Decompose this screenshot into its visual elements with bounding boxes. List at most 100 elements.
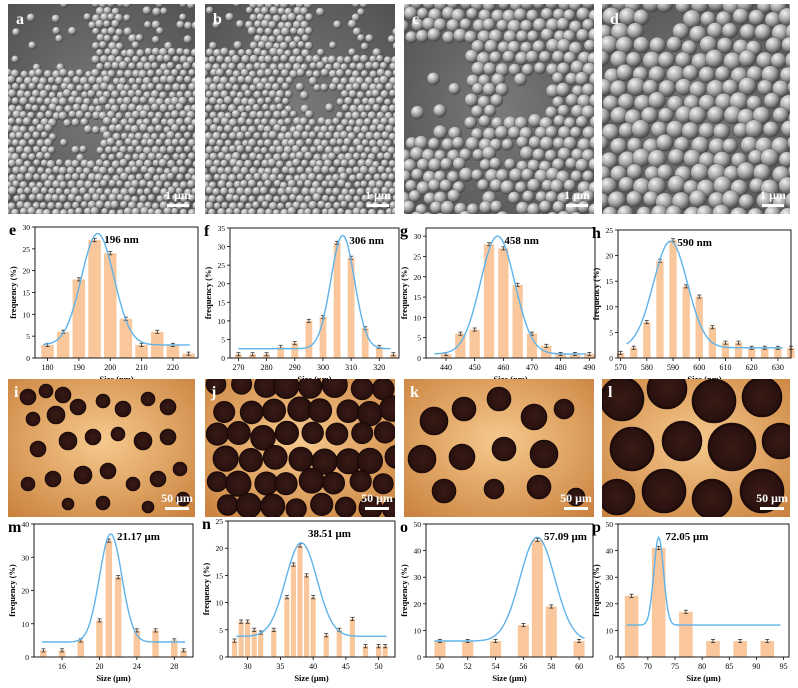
sem-particle xyxy=(205,104,214,113)
x-tick-label: 40 xyxy=(309,662,317,671)
sem-particle xyxy=(99,179,108,188)
histogram-bar xyxy=(349,618,355,657)
sem-particle xyxy=(656,164,674,181)
sem-particle xyxy=(553,114,566,128)
sem-particle xyxy=(139,109,149,119)
sem-particle xyxy=(51,208,61,214)
sem-particle xyxy=(22,116,32,127)
sem-particle xyxy=(55,187,64,196)
x-tick-label: 220 xyxy=(167,363,179,372)
sem-particle xyxy=(280,151,290,162)
x-tick-label: 190 xyxy=(73,363,85,372)
sem-particle xyxy=(404,200,416,214)
sem-particle xyxy=(192,132,195,141)
sem-particle xyxy=(514,181,528,194)
panel-letter: h xyxy=(592,225,601,242)
x-tick-label: 56 xyxy=(519,662,527,671)
sem-particle xyxy=(328,41,337,50)
panel-letter: a xyxy=(16,11,24,28)
sem-particle xyxy=(158,158,168,168)
sem-particle xyxy=(411,211,423,214)
sem-particle xyxy=(280,194,289,204)
optical-particle xyxy=(206,471,228,493)
sem-particle xyxy=(51,193,60,203)
sem-particle xyxy=(788,4,790,11)
sem-particle xyxy=(138,179,148,188)
sem-particle xyxy=(159,7,168,16)
sem-particles xyxy=(8,4,195,214)
histogram-m: 16 20 24 28 0 10 20 30 40 Size (μm) frequency (%) m… xyxy=(7,519,194,683)
sem-particle xyxy=(296,179,305,188)
x-tick-label: 200 xyxy=(104,363,116,372)
sem-particle xyxy=(71,145,80,155)
sem-particle xyxy=(166,61,175,70)
panel-letter: l xyxy=(608,384,613,401)
sem-particle xyxy=(183,21,193,31)
scale-bar-label: 50 μm xyxy=(161,491,193,505)
sem-particle xyxy=(359,179,369,189)
sem-particle xyxy=(15,76,24,85)
y-tick-label: 20 xyxy=(606,252,614,261)
size-histogram-row-um: 16 20 24 28 0 10 20 30 40 Size (μm) frequency (%) m… xyxy=(7,516,790,683)
optical-particle xyxy=(239,400,264,425)
sem-particle xyxy=(555,82,571,97)
sem-particle xyxy=(272,55,281,64)
optical-particle xyxy=(73,465,93,485)
sem-particle xyxy=(312,192,322,203)
sem-particle xyxy=(588,203,594,214)
optical-particle xyxy=(175,491,191,507)
sem-particle xyxy=(583,39,594,52)
histogram-bar xyxy=(774,347,782,358)
sem-particle xyxy=(179,4,188,8)
optical-particle xyxy=(46,405,66,425)
optical-panel-k: k 50 μm xyxy=(404,379,594,517)
sem-particle xyxy=(738,49,756,68)
sem-particle xyxy=(351,82,361,91)
sem-particle xyxy=(192,160,195,169)
sem-particle xyxy=(147,193,156,202)
sem-particle xyxy=(404,169,412,183)
sem-particle xyxy=(163,206,173,214)
x-tick-label: 630 xyxy=(772,363,784,372)
sem-particle xyxy=(315,173,325,183)
scale-bar-label: 50 μm xyxy=(361,491,393,505)
sem-particle xyxy=(450,213,456,214)
sem-particle xyxy=(328,82,338,92)
scale-bar xyxy=(566,204,588,207)
sem-particle xyxy=(656,4,673,13)
optical-particle xyxy=(486,386,512,412)
y-axis-label: frequency (%) xyxy=(399,267,409,320)
x-tick-label: 60 xyxy=(575,662,583,671)
sem-particle xyxy=(102,19,111,28)
sem-particle xyxy=(667,175,686,194)
optical-particle xyxy=(205,422,229,446)
sem-particle xyxy=(244,145,253,154)
sem-particle xyxy=(236,75,246,85)
sem-particle xyxy=(232,4,241,8)
y-tick-label: 30 xyxy=(218,243,226,252)
histogram-bar xyxy=(305,320,313,358)
optical-particle xyxy=(761,422,790,460)
y-tick-label: 0 xyxy=(417,354,421,363)
sem-panel-d: d 1 μm xyxy=(602,4,790,214)
panel-letter: d xyxy=(610,11,619,28)
optical-particle xyxy=(307,398,333,423)
sem-particle xyxy=(183,75,192,84)
sem-particle xyxy=(426,72,440,86)
sem-particle xyxy=(59,138,68,147)
sem-particle xyxy=(146,69,156,78)
sem-particle xyxy=(375,95,385,105)
sem-particle xyxy=(179,83,188,92)
y-tick-label: 25 xyxy=(606,226,614,235)
sem-particle xyxy=(256,68,266,78)
histogram-bar xyxy=(96,620,103,657)
optical-particle xyxy=(54,386,72,404)
x-tick-label: 620 xyxy=(746,363,758,372)
sem-particle xyxy=(494,125,509,140)
sem-particle xyxy=(190,48,195,57)
sem-particle xyxy=(208,96,218,106)
sem-particle xyxy=(525,50,539,64)
sem-particle xyxy=(778,151,790,168)
sem-particle xyxy=(332,20,342,29)
optical-particle xyxy=(310,492,334,517)
